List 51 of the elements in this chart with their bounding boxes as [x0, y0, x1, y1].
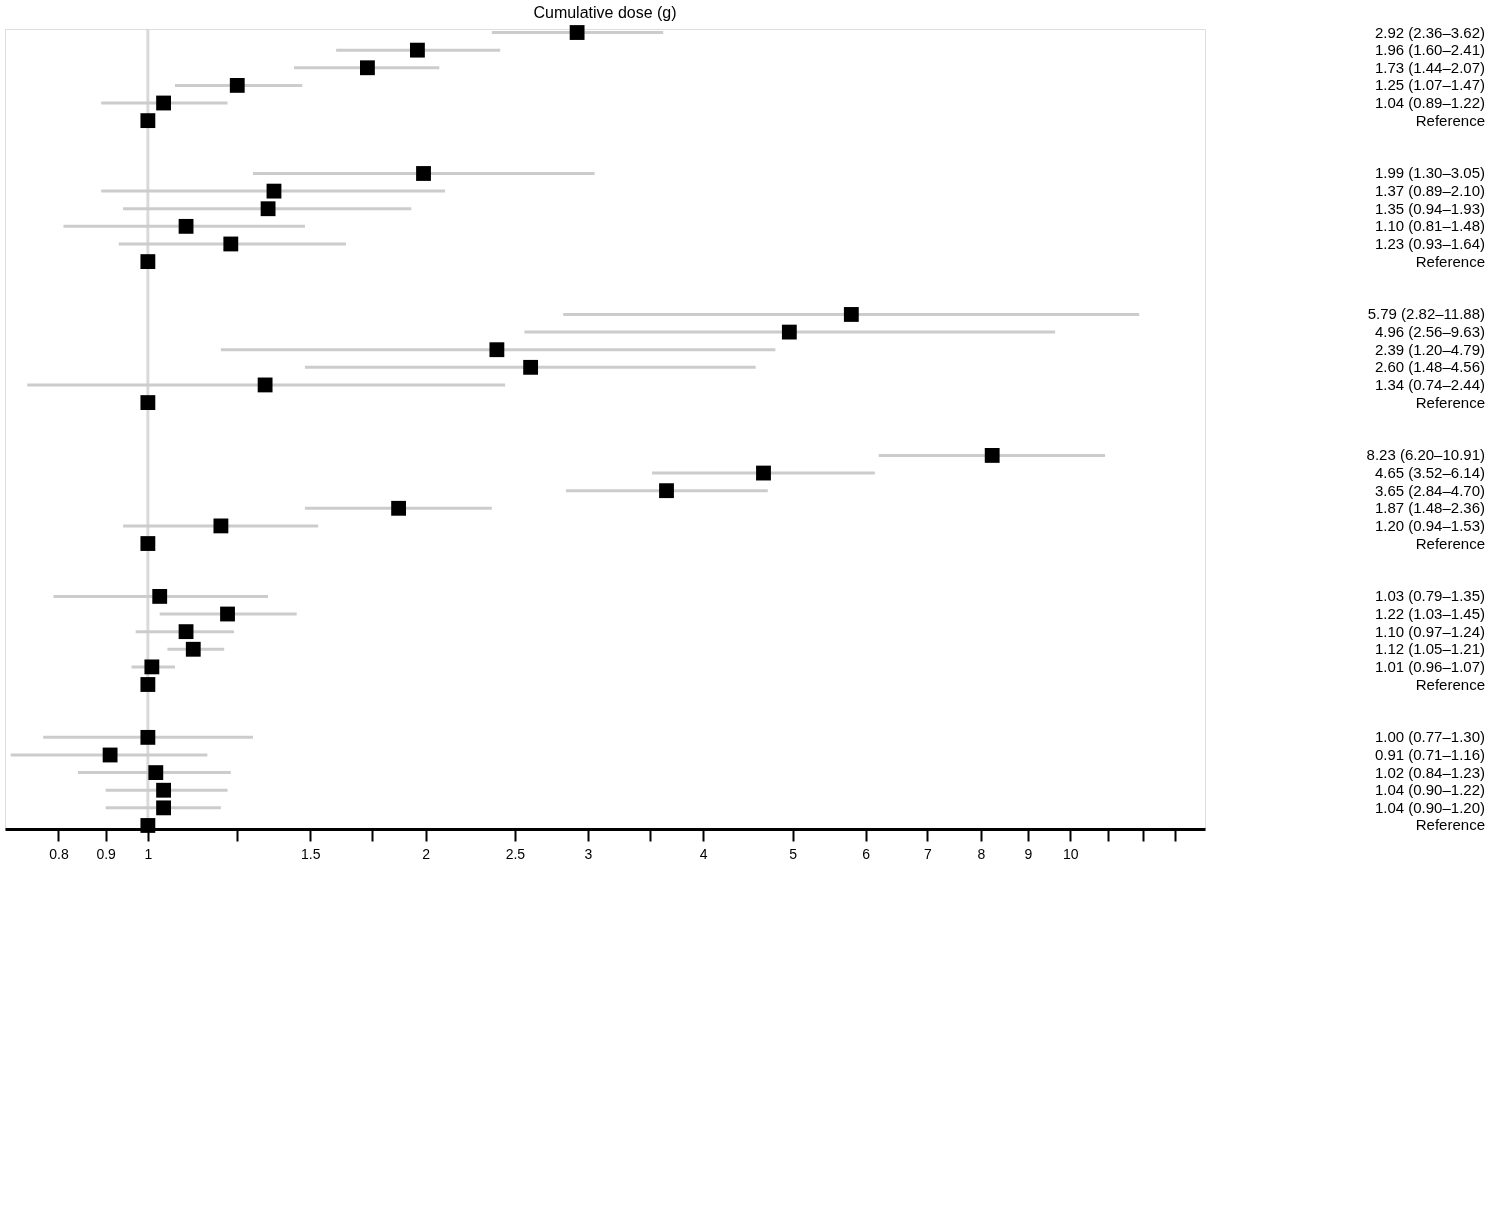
chart-title: Cumulative dose (g) — [533, 4, 677, 22]
x-tick-label: 7 — [923, 845, 932, 862]
data-label: Reference — [1415, 675, 1485, 693]
data-label: Reference — [1415, 252, 1485, 270]
data-label: 1.96 (1.60–2.41) — [1374, 41, 1485, 59]
x-tick-label: 0.8 — [49, 845, 69, 862]
data-label: 1.04 (0.90–1.22) — [1374, 781, 1485, 799]
x-tick-label: 0.9 — [96, 845, 117, 862]
data-label: Reference — [1415, 816, 1485, 834]
x-tick-label: 6 — [862, 845, 871, 862]
data-label: 1.00 (0.77–1.30) — [1374, 728, 1485, 746]
data-label: 1.99 (1.30–3.05) — [1374, 164, 1485, 182]
data-label: 1.04 (0.90–1.20) — [1374, 798, 1485, 816]
data-label: 2.92 (2.36–3.62) — [1374, 23, 1485, 41]
x-tick-label: 2.5 — [505, 845, 526, 862]
data-label: 1.87 (1.48–2.36) — [1374, 499, 1485, 517]
data-label: 4.65 (3.52–6.14) — [1374, 464, 1485, 482]
data-label: 1.25 (1.07–1.47) — [1374, 76, 1485, 94]
data-label: 4.96 (2.56–9.63) — [1374, 323, 1485, 341]
x-tick-label: 8 — [977, 845, 986, 862]
data-label: 1.12 (1.05–1.21) — [1374, 640, 1485, 658]
data-label: 1.01 (0.96–1.07) — [1374, 657, 1485, 675]
data-label: 1.20 (0.94–1.53) — [1374, 516, 1485, 534]
data-label: 1.34 (0.74–2.44) — [1374, 375, 1485, 393]
x-tick-label: 1 — [144, 845, 153, 862]
x-tick-label: 4 — [699, 845, 708, 862]
data-label: 1.35 (0.94–1.93) — [1374, 199, 1485, 217]
data-label: 1.10 (0.81–1.48) — [1374, 217, 1485, 235]
data-label: 8.23 (6.20–10.91) — [1366, 446, 1485, 464]
data-label: 3.65 (2.84–4.70) — [1374, 481, 1485, 499]
x-tick-label: 10 — [1062, 845, 1079, 862]
x-tick-label: 1.5 — [301, 845, 321, 862]
x-tick-label: 3 — [584, 845, 593, 862]
data-label: 1.02 (0.84–1.23) — [1374, 763, 1485, 781]
data-label: 1.04 (0.89–1.22) — [1374, 94, 1485, 112]
data-label: 5.79 (2.82–11.88) — [1367, 305, 1485, 323]
data-label: 1.37 (0.89–2.10) — [1374, 182, 1485, 200]
data-label: 1.03 (0.79–1.35) — [1374, 587, 1485, 605]
data-label: 2.39 (1.20–4.79) — [1374, 340, 1485, 358]
data-label: 0.91 (0.71–1.16) — [1374, 745, 1485, 763]
data-label: 1.10 (0.97–1.24) — [1374, 622, 1485, 640]
data-label: 1.73 (1.44–2.07) — [1374, 58, 1485, 76]
data-label: 1.22 (1.03–1.45) — [1374, 605, 1485, 623]
x-tick-label: 2 — [422, 845, 431, 862]
x-tick-label: 9 — [1024, 845, 1033, 862]
data-label: Reference — [1415, 534, 1485, 552]
data-label: 1.23 (0.93–1.64) — [1374, 234, 1485, 252]
x-tick-label: 5 — [789, 845, 798, 862]
data-label: Reference — [1415, 111, 1485, 129]
data-label: 2.60 (1.48–4.56) — [1374, 358, 1485, 376]
data-label: Reference — [1415, 393, 1485, 411]
